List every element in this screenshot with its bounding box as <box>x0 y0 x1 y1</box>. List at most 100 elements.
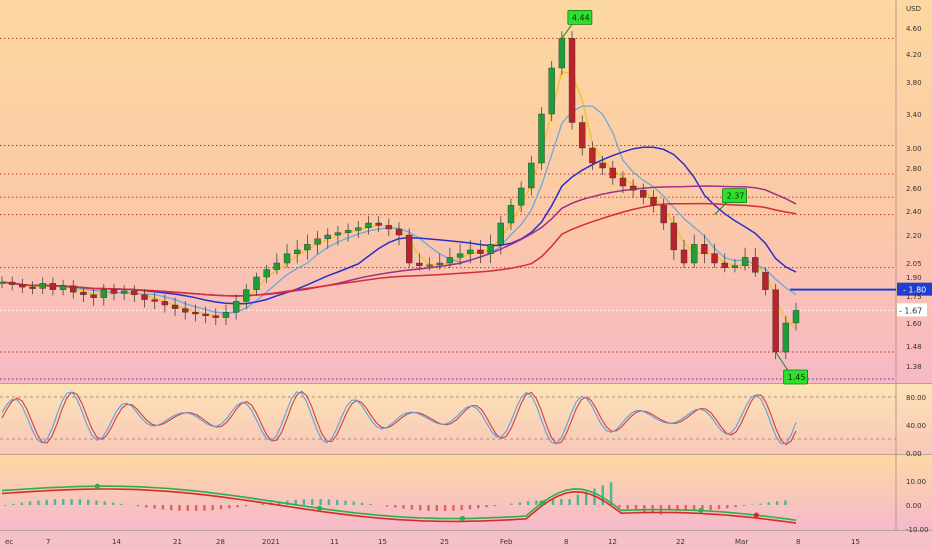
macd-cross-dot <box>753 512 759 518</box>
macd-tick-label: 10.00 <box>906 478 926 486</box>
macd-histogram-bar <box>493 505 497 507</box>
candle-body <box>568 38 576 123</box>
candle-body <box>731 265 739 268</box>
macd-histogram-bar <box>4 505 7 506</box>
macd-tick-label: -10.00 <box>906 526 929 534</box>
oscillator: 80.00 40.00 0.00 <box>0 390 926 458</box>
candle-body <box>691 244 698 264</box>
macd-histogram-bar <box>277 501 281 505</box>
price-tick-label: 3.40 <box>906 111 922 119</box>
candle-body <box>670 222 678 251</box>
candle-body <box>548 67 555 115</box>
macd-histogram-bar <box>20 502 23 505</box>
annotation-box <box>783 369 809 385</box>
annotation-label: 4.44 <box>572 13 590 22</box>
candle-body <box>59 285 67 290</box>
macd-histogram-bar <box>352 501 355 505</box>
currency-label: USD <box>906 5 921 13</box>
macd-histogram-bar <box>12 503 15 505</box>
candle-body <box>232 301 240 313</box>
candle-body <box>324 234 331 239</box>
candle-body <box>70 285 77 293</box>
macd-tick-label: 0.00 <box>906 502 922 510</box>
macd-histogram-bar <box>618 505 621 508</box>
macd-histogram-bar <box>668 505 671 511</box>
candle-body <box>375 222 382 226</box>
candle-body <box>528 162 535 189</box>
price-tick-label: 2.80 <box>906 165 922 173</box>
macd-histogram-bar <box>120 503 123 505</box>
candle-body <box>446 257 454 264</box>
macd-histogram-bar <box>111 502 115 505</box>
macd-histogram-bar <box>526 501 530 505</box>
price-axis: 4.60 4.20 3.80 3.40 3.00 2.80 2.60 2.40 2.20 2.05… <box>906 25 922 371</box>
candle-body <box>182 308 189 313</box>
price-tick-label: 4.60 <box>906 25 922 33</box>
date-label: 11 <box>330 538 339 546</box>
macd-histogram-bar <box>327 499 331 505</box>
candle-body <box>8 281 16 285</box>
macd-histogram-bar <box>676 505 679 511</box>
candle-body <box>660 205 667 224</box>
macd-histogram-bar <box>402 505 405 509</box>
macd-cross-dot <box>459 515 466 522</box>
macd-histogram-bar <box>468 505 472 510</box>
macd-histogram-bar <box>344 500 347 505</box>
candle-body <box>161 301 169 306</box>
macd-histogram-bar <box>394 505 397 508</box>
price-annotations: 4.44 2.37 1.45 - 1.80 - 1.67 <box>561 9 932 385</box>
candle-body <box>721 262 728 268</box>
candle-body <box>782 322 790 353</box>
macd-histogram-bar <box>767 502 770 505</box>
candle-body <box>29 286 36 289</box>
date-label: 15 <box>378 538 387 546</box>
candle-body <box>243 289 250 302</box>
candle-body <box>151 299 158 302</box>
candle-body <box>711 253 718 264</box>
candle-body <box>141 294 148 300</box>
candle-body <box>426 264 433 267</box>
macd-histogram-bar <box>759 503 762 505</box>
candle-body <box>120 290 128 294</box>
candle-body <box>792 310 800 324</box>
macd-histogram-bar <box>369 503 372 505</box>
candle-body <box>263 269 270 278</box>
macd-histogram-bar <box>452 505 455 511</box>
macd-histogram-bar <box>609 482 613 505</box>
candle-body <box>538 113 545 164</box>
candle-body <box>212 315 219 318</box>
macd-histogram-bar <box>360 502 364 505</box>
candle-body <box>467 249 474 254</box>
candle-body <box>19 284 26 288</box>
macd-histogram-bar <box>336 499 339 505</box>
macd-histogram-bar <box>161 505 165 510</box>
macd-histogram-bar <box>410 505 414 510</box>
macd-histogram-bar <box>535 500 538 505</box>
macd-histogram-bar <box>701 505 704 511</box>
macd-histogram-bar <box>568 499 571 505</box>
macd-cross-dot <box>539 500 545 506</box>
macd-histogram-bar <box>236 505 239 508</box>
price-tick-label: 1.90 <box>906 274 922 282</box>
macd-cross-dot <box>698 507 704 514</box>
price-tick-label: 1.38 <box>906 363 922 371</box>
candle-body <box>701 244 708 254</box>
candle-body <box>517 187 525 206</box>
candle-body <box>456 253 464 258</box>
macd-histogram-bar <box>692 505 696 511</box>
price-tick-label: 1.75 <box>906 293 922 301</box>
candle-body <box>385 225 393 230</box>
secondary-price-tag <box>897 303 927 317</box>
macd-histogram-bar <box>551 499 555 505</box>
macd-histogram-bar <box>294 499 297 505</box>
price-tick-label: 2.40 <box>906 208 922 216</box>
annotation-pointer <box>561 24 573 39</box>
current-price-label: - 1.80 <box>903 286 926 295</box>
candle-body <box>222 312 230 318</box>
date-label: 15 <box>851 538 860 546</box>
oscillator-tick-label: 40.00 <box>906 422 926 430</box>
candle-body <box>762 272 769 290</box>
macd-histogram-bar <box>37 500 40 505</box>
date-label: Mar <box>735 538 748 546</box>
macd-histogram-bar <box>319 499 322 505</box>
